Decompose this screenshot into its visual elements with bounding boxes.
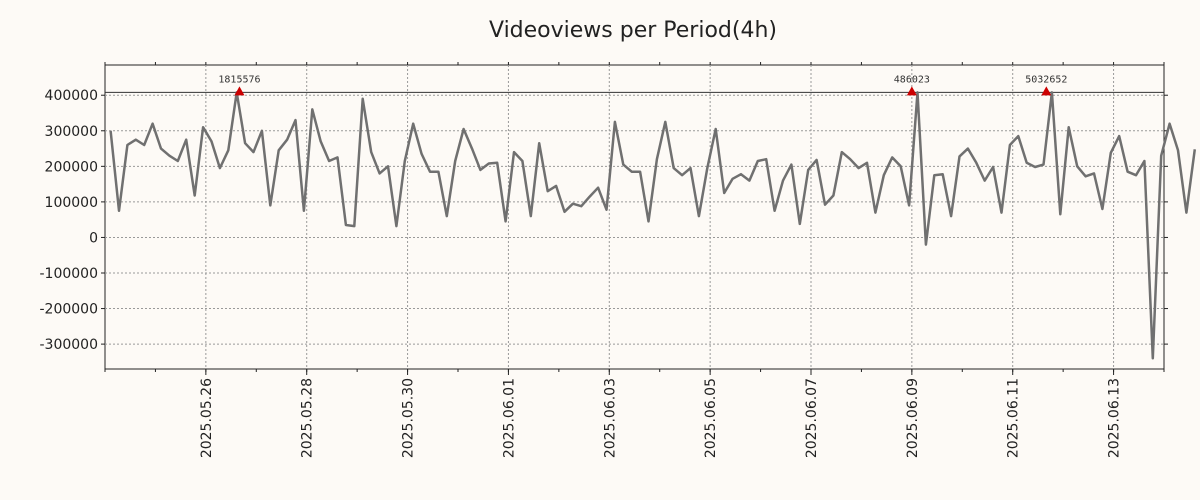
grid (105, 65, 1164, 369)
annotation-label: 5032652 (1025, 74, 1067, 85)
y-tick-label: -300000 (40, 337, 99, 353)
y-tick-label: 300000 (45, 124, 98, 140)
y-tick-label: 0 (89, 230, 98, 246)
x-tick-label: 2025.06.13 (1107, 378, 1123, 458)
x-tick-label: 2025.06.03 (602, 378, 618, 458)
x-tick-label: 2025.06.09 (905, 378, 921, 458)
y-tick-label: 100000 (45, 195, 98, 211)
peak-marker (1041, 86, 1052, 96)
peak-marker (234, 86, 245, 96)
y-tick-label: 200000 (45, 159, 98, 175)
x-tick-label: 2025.05.30 (401, 378, 417, 458)
chart-title: Videoviews per Period(4h) (489, 18, 777, 43)
x-tick-label: 2025.05.28 (300, 378, 316, 458)
annotation-label: 486023 (894, 74, 930, 85)
y-tick-label: -100000 (40, 266, 99, 282)
x-tick-label: 2025.06.11 (1006, 378, 1022, 458)
plot-area (104, 64, 1165, 370)
y-axis: 400000 300000 200000 100000 0 -100000 -200000 -… (40, 88, 1168, 353)
y-tick-label: 400000 (45, 88, 98, 104)
x-tick-label: 2025.05.26 (199, 378, 215, 458)
series-line (109, 91, 1197, 360)
annotations: 1815576 486023 5032652 (218, 74, 1067, 96)
x-axis: 2025.05.26 2025.05.28 2025.05.30 2025.06.01… (104, 62, 1165, 458)
peak-marker (906, 86, 917, 96)
x-tick-label: 2025.06.05 (703, 378, 719, 458)
y-tick-label: -200000 (40, 302, 99, 318)
x-tick-label: 2025.06.01 (501, 378, 517, 458)
x-tick-label: 2025.06.07 (804, 378, 820, 458)
annotation-label: 1815576 (218, 74, 260, 85)
